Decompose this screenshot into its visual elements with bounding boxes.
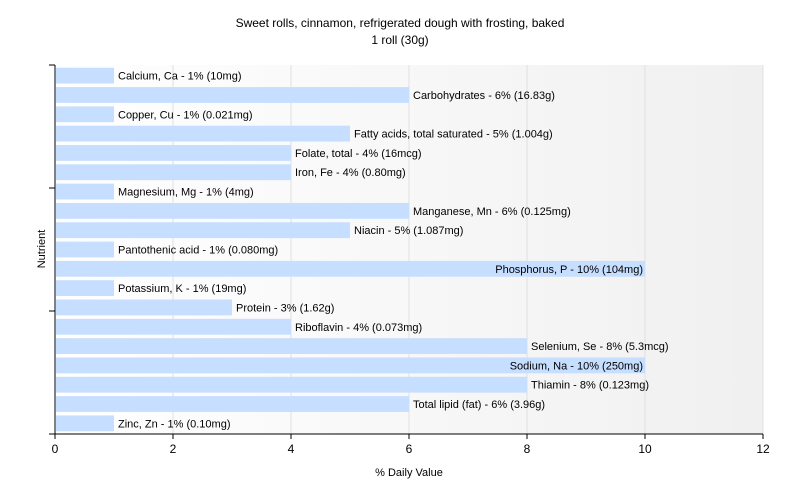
- y-axis-label: Nutrient: [36, 230, 48, 269]
- bar-label: Niacin - 5% (1.087mg): [354, 225, 463, 237]
- bar: [56, 183, 114, 200]
- bar-label: Manganese, Mn - 6% (0.125mg): [413, 206, 571, 218]
- x-tick-label: 2: [170, 442, 177, 456]
- bar: [56, 125, 350, 142]
- x-axis-label: % Daily Value: [375, 467, 443, 479]
- bar: [56, 202, 409, 219]
- bar-label: Folate, total - 4% (16mcg): [295, 148, 422, 160]
- bar-label: Potassium, K - 1% (19mg): [118, 283, 246, 295]
- bar: [56, 222, 350, 239]
- bars: Calcium, Ca - 1% (10mg) Carbohydrates - 6…: [56, 67, 669, 432]
- bar-label: Thiamin - 8% (0.123mg): [531, 380, 649, 392]
- bar-label: Total lipid (fat) - 6% (3.96g): [413, 399, 545, 411]
- bar: [56, 106, 114, 123]
- bar-label: Phosphorus, P - 10% (104mg): [495, 264, 643, 276]
- bar: [56, 87, 409, 103]
- bar: [56, 280, 114, 297]
- bar-label: Magnesium, Mg - 1% (4mg): [118, 187, 254, 199]
- bar-label: Zinc, Zn - 1% (0.10mg): [118, 418, 230, 430]
- bar-label: Carbohydrates - 6% (16.83g): [413, 90, 555, 102]
- bar-label: Iron, Fe - 4% (0.80mg): [295, 167, 406, 179]
- bar-label: Protein - 3% (1.62g): [236, 302, 334, 314]
- bar: [56, 164, 291, 181]
- bar-label: Copper, Cu - 1% (0.021mg): [118, 109, 253, 121]
- bar: [56, 396, 409, 412]
- bar: [56, 357, 645, 374]
- bar-label: Pantothenic acid - 1% (0.080mg): [118, 245, 278, 257]
- x-tick-label: 4: [288, 442, 295, 456]
- bar-label: Selenium, Se - 8% (5.3mcg): [531, 341, 669, 353]
- bar-label: Calcium, Ca - 1% (10mg): [118, 71, 241, 83]
- bar: [56, 318, 291, 335]
- x-tick-label: 10: [638, 442, 652, 456]
- x-tick-label: 12: [756, 442, 770, 456]
- bar: [56, 415, 114, 432]
- bar-label: Sodium, Na - 10% (250mg): [510, 360, 643, 372]
- bar: [56, 67, 114, 84]
- bar-label: Riboflavin - 4% (0.073mg): [295, 322, 422, 334]
- x-tick-label: 8: [524, 442, 531, 456]
- bar-label: Fatty acids, total saturated - 5% (1.004…: [354, 129, 553, 141]
- bar: [56, 145, 291, 161]
- bar: [56, 338, 527, 354]
- bar: [56, 376, 527, 393]
- x-tick-label: 6: [406, 442, 413, 456]
- bar: [56, 299, 232, 316]
- chart-subtitle: 1 roll (30g): [371, 33, 428, 47]
- chart-title: Sweet rolls, cinnamon, refrigerated doug…: [236, 16, 565, 30]
- x-tick-label: 0: [52, 442, 59, 456]
- bar: [56, 260, 645, 277]
- axes: 0 2 4 6 8 10 12: [49, 64, 770, 456]
- bar: [56, 241, 114, 258]
